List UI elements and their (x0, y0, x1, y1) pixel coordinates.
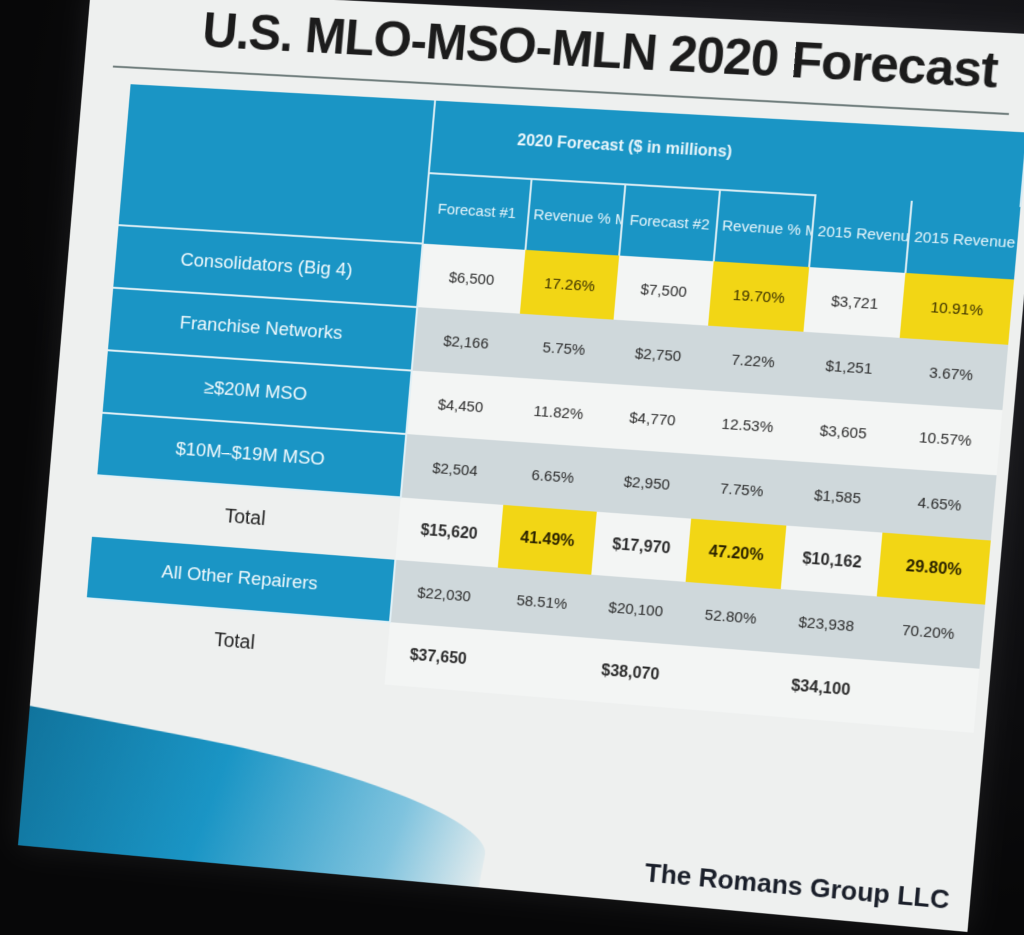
table-cell: $1,251 (798, 332, 900, 403)
table-cell: 6.65% (503, 441, 602, 512)
table-cell (675, 645, 776, 716)
col-header-2015-revenue-pct: 2015 Revenue % Market (906, 201, 1021, 280)
table-cell: $4,770 (603, 384, 703, 455)
table-cell: 3.67% (894, 338, 1008, 410)
decorative-swoosh (18, 700, 496, 932)
table-cell: $34,100 (770, 653, 872, 724)
presentation-slide: U.S. MLO-MSO-MLN 2020 Forecast 2020 Fore… (18, 0, 1024, 932)
table-cell-highlighted: 29.80% (877, 533, 991, 605)
table-cell: 7.75% (691, 454, 792, 525)
table-cell: $2,166 (411, 307, 520, 377)
table-cell (487, 630, 586, 700)
col-header-forecast-2: Forecast #2 (619, 184, 720, 261)
table-cell: $38,070 (580, 638, 680, 709)
table-cell: 52.80% (680, 582, 781, 653)
table-cell: $20,100 (586, 575, 686, 645)
table-cell: $4,450 (406, 371, 515, 442)
table-cell: $15,620 (395, 497, 503, 567)
table-cell: 4.65% (883, 468, 997, 541)
table-cell: 58.51% (492, 568, 591, 638)
table-cell: 11.82% (509, 377, 608, 447)
table-cell: 70.20% (872, 596, 986, 668)
table-cell: $2,750 (608, 320, 708, 390)
slide-title: U.S. MLO-MSO-MLN 2020 Forecast (200, 1, 1000, 100)
table-cell: 12.53% (697, 390, 798, 461)
table-cell-highlighted: 41.49% (498, 505, 597, 575)
col-header-revenue-pct-2: Revenue % Market (714, 190, 816, 267)
col-header-2015-revenue: 2015 Revenue (809, 195, 912, 273)
table-cell: $2,950 (597, 448, 697, 519)
table-cell: $7,500 (614, 256, 714, 326)
table-cell: 7.22% (703, 326, 804, 397)
table-cell-highlighted: 10.91% (900, 273, 1014, 345)
table-cell: 10.57% (889, 403, 1003, 475)
table-cell: $1,585 (787, 461, 889, 533)
table-cell: $3,721 (804, 267, 906, 338)
table-cell (866, 660, 979, 733)
table-cell: $23,938 (776, 589, 878, 660)
table-cell: $37,650 (384, 622, 492, 693)
table-cell-highlighted: 17.26% (520, 250, 619, 320)
table-cell: $3,605 (792, 396, 894, 467)
table-cell: 5.75% (514, 314, 613, 384)
table-cell-highlighted: 47.20% (686, 519, 787, 589)
table-cell-highlighted: 19.70% (708, 261, 809, 331)
table-cell: $17,970 (591, 512, 691, 582)
company-logo: The Romans Group LLC (644, 857, 951, 916)
header-2015-blank (816, 121, 1024, 207)
col-header-forecast-1: Forecast #1 (422, 173, 531, 250)
table-cell: $6,500 (417, 244, 526, 314)
table-cell: $2,504 (400, 434, 509, 505)
table-cell: $10,162 (781, 526, 883, 597)
forecast-table: 2020 Forecast ($ in millions) Forecast #… (82, 84, 1024, 733)
col-header-revenue-pct-1: Revenue % Market (526, 179, 626, 256)
table-cell: $22,030 (390, 560, 498, 630)
